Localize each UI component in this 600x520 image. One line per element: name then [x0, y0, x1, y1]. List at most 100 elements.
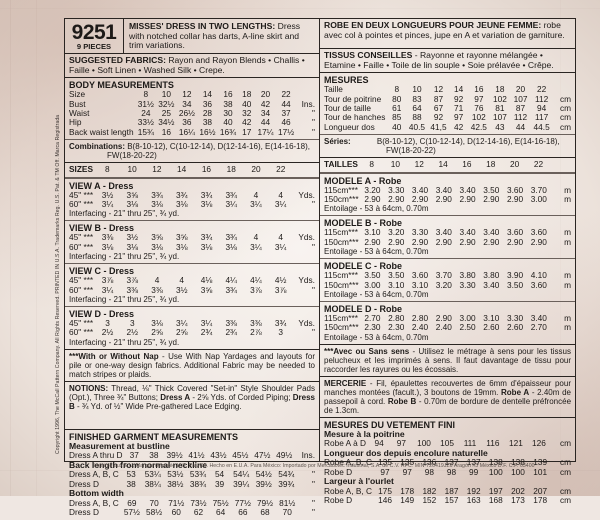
cell-value: 3⅛: [120, 200, 145, 209]
cell-value: 22: [268, 165, 293, 174]
cell-value: 2⅝: [145, 328, 170, 337]
cell-value: 38½: [164, 480, 187, 489]
english-notions-text-2: - 2⅝ Yds. of Corded Piping;: [190, 393, 293, 402]
english-nap-label: ***With or Without Nap: [69, 352, 159, 361]
row-unit: ": [298, 480, 315, 489]
cell-value: 2.90: [384, 238, 408, 247]
english-notions: NOTIONS: Thread, ⅛" Thick Covered "Set-i…: [65, 381, 319, 413]
cell-value: 3.00: [361, 281, 385, 290]
cell-value: 8: [360, 160, 384, 169]
finished-group-heading: Bottom width: [69, 489, 315, 499]
row-unit: ": [293, 286, 315, 295]
cell-value: 3.60: [527, 281, 551, 290]
cell-value: 73½: [187, 499, 209, 508]
cell-value: 71½: [165, 499, 187, 508]
french-combinations-label: Séries:: [324, 137, 351, 146]
cell-value: 39½: [252, 480, 275, 489]
french-nap-note: ***Avec ou Sans sens - Utilisez le métra…: [320, 344, 575, 376]
english-finished-measurements: FINISHED GARMENT MEASUREMENTS Measuremen…: [65, 429, 319, 520]
cell-value: 68: [254, 508, 276, 517]
french-suggested-fabrics: TISSUS CONSEILLES - Rayonne et rayonne m…: [320, 48, 575, 72]
cell-value: 3¼: [268, 243, 293, 252]
cell-value: 2.90: [361, 238, 385, 247]
cell-value: 97: [396, 468, 418, 477]
french-nap-label: ***Avec ou Sans sens: [324, 347, 409, 356]
cell-value: 3.30: [456, 281, 480, 290]
cell-value: 3.00: [527, 195, 551, 204]
interfacing-note: Interfacing - 21" thru 25", ¾ yd.: [69, 295, 315, 304]
cell-value: 3¼: [95, 286, 120, 295]
cell-value: 12: [407, 160, 431, 169]
cell-value: 75½: [210, 499, 232, 508]
cell-value: 16¼: [177, 128, 198, 137]
cell-value: 2½: [95, 328, 120, 337]
row-label: Dress D: [69, 508, 121, 517]
row-label: Longueur dos: [324, 123, 387, 132]
cell-value: 3.40: [479, 281, 503, 290]
french-notions-robe-b: Robe B: [388, 397, 416, 406]
cell-value: 2.90: [456, 195, 480, 204]
row-label: Back waist length: [69, 128, 136, 137]
cell-value: 3.10: [384, 281, 408, 290]
cell-value: 38¾: [187, 480, 210, 489]
row-label: 150cm***: [324, 323, 361, 332]
row-label: 150cm***: [324, 281, 361, 290]
row-unit: ": [293, 328, 315, 337]
cell-value: 15¾: [136, 128, 157, 137]
cell-value: 2½: [120, 328, 145, 337]
pattern-number: 9251: [65, 22, 123, 43]
cell-value: 3⅛: [145, 200, 170, 209]
cell-value: 3½: [169, 286, 194, 295]
row-label: Robe D: [324, 496, 374, 505]
cell-value: 2.90: [456, 238, 480, 247]
cell-value: 3¼: [268, 200, 293, 209]
cell-value: 168: [485, 496, 507, 505]
cell-value: 3¼: [244, 200, 269, 209]
imprint-footer: Imprimé aux E.U. Marque déposée U.S. Pat…: [64, 463, 564, 469]
cell-value: 70: [143, 499, 165, 508]
cell-value: 3.20: [432, 281, 456, 290]
english-title: MISSES' DRESS IN TWO LENGTHS:: [129, 21, 275, 31]
cell-value: 2⅝: [169, 328, 194, 337]
piece-count: 9 PIECES: [65, 43, 123, 51]
cell-value: 152: [418, 496, 440, 505]
cell-value: 39: [209, 480, 230, 489]
english-description: MISSES' DRESS IN TWO LENGTHS: Dress with…: [124, 19, 319, 53]
english-fabrics-label: SUGGESTED FABRICS:: [69, 55, 166, 65]
row-label: Dress A, B, C: [69, 499, 121, 508]
cell-value: 98: [440, 468, 462, 477]
cell-value: 121: [504, 439, 527, 448]
cell-value: 47½: [251, 451, 273, 460]
cell-value: 14: [169, 165, 194, 174]
cell-value: 2⅞: [244, 328, 269, 337]
cell-value: 2.90: [384, 195, 408, 204]
cell-value: 22: [527, 160, 551, 169]
cell-value: 58½: [143, 508, 165, 517]
